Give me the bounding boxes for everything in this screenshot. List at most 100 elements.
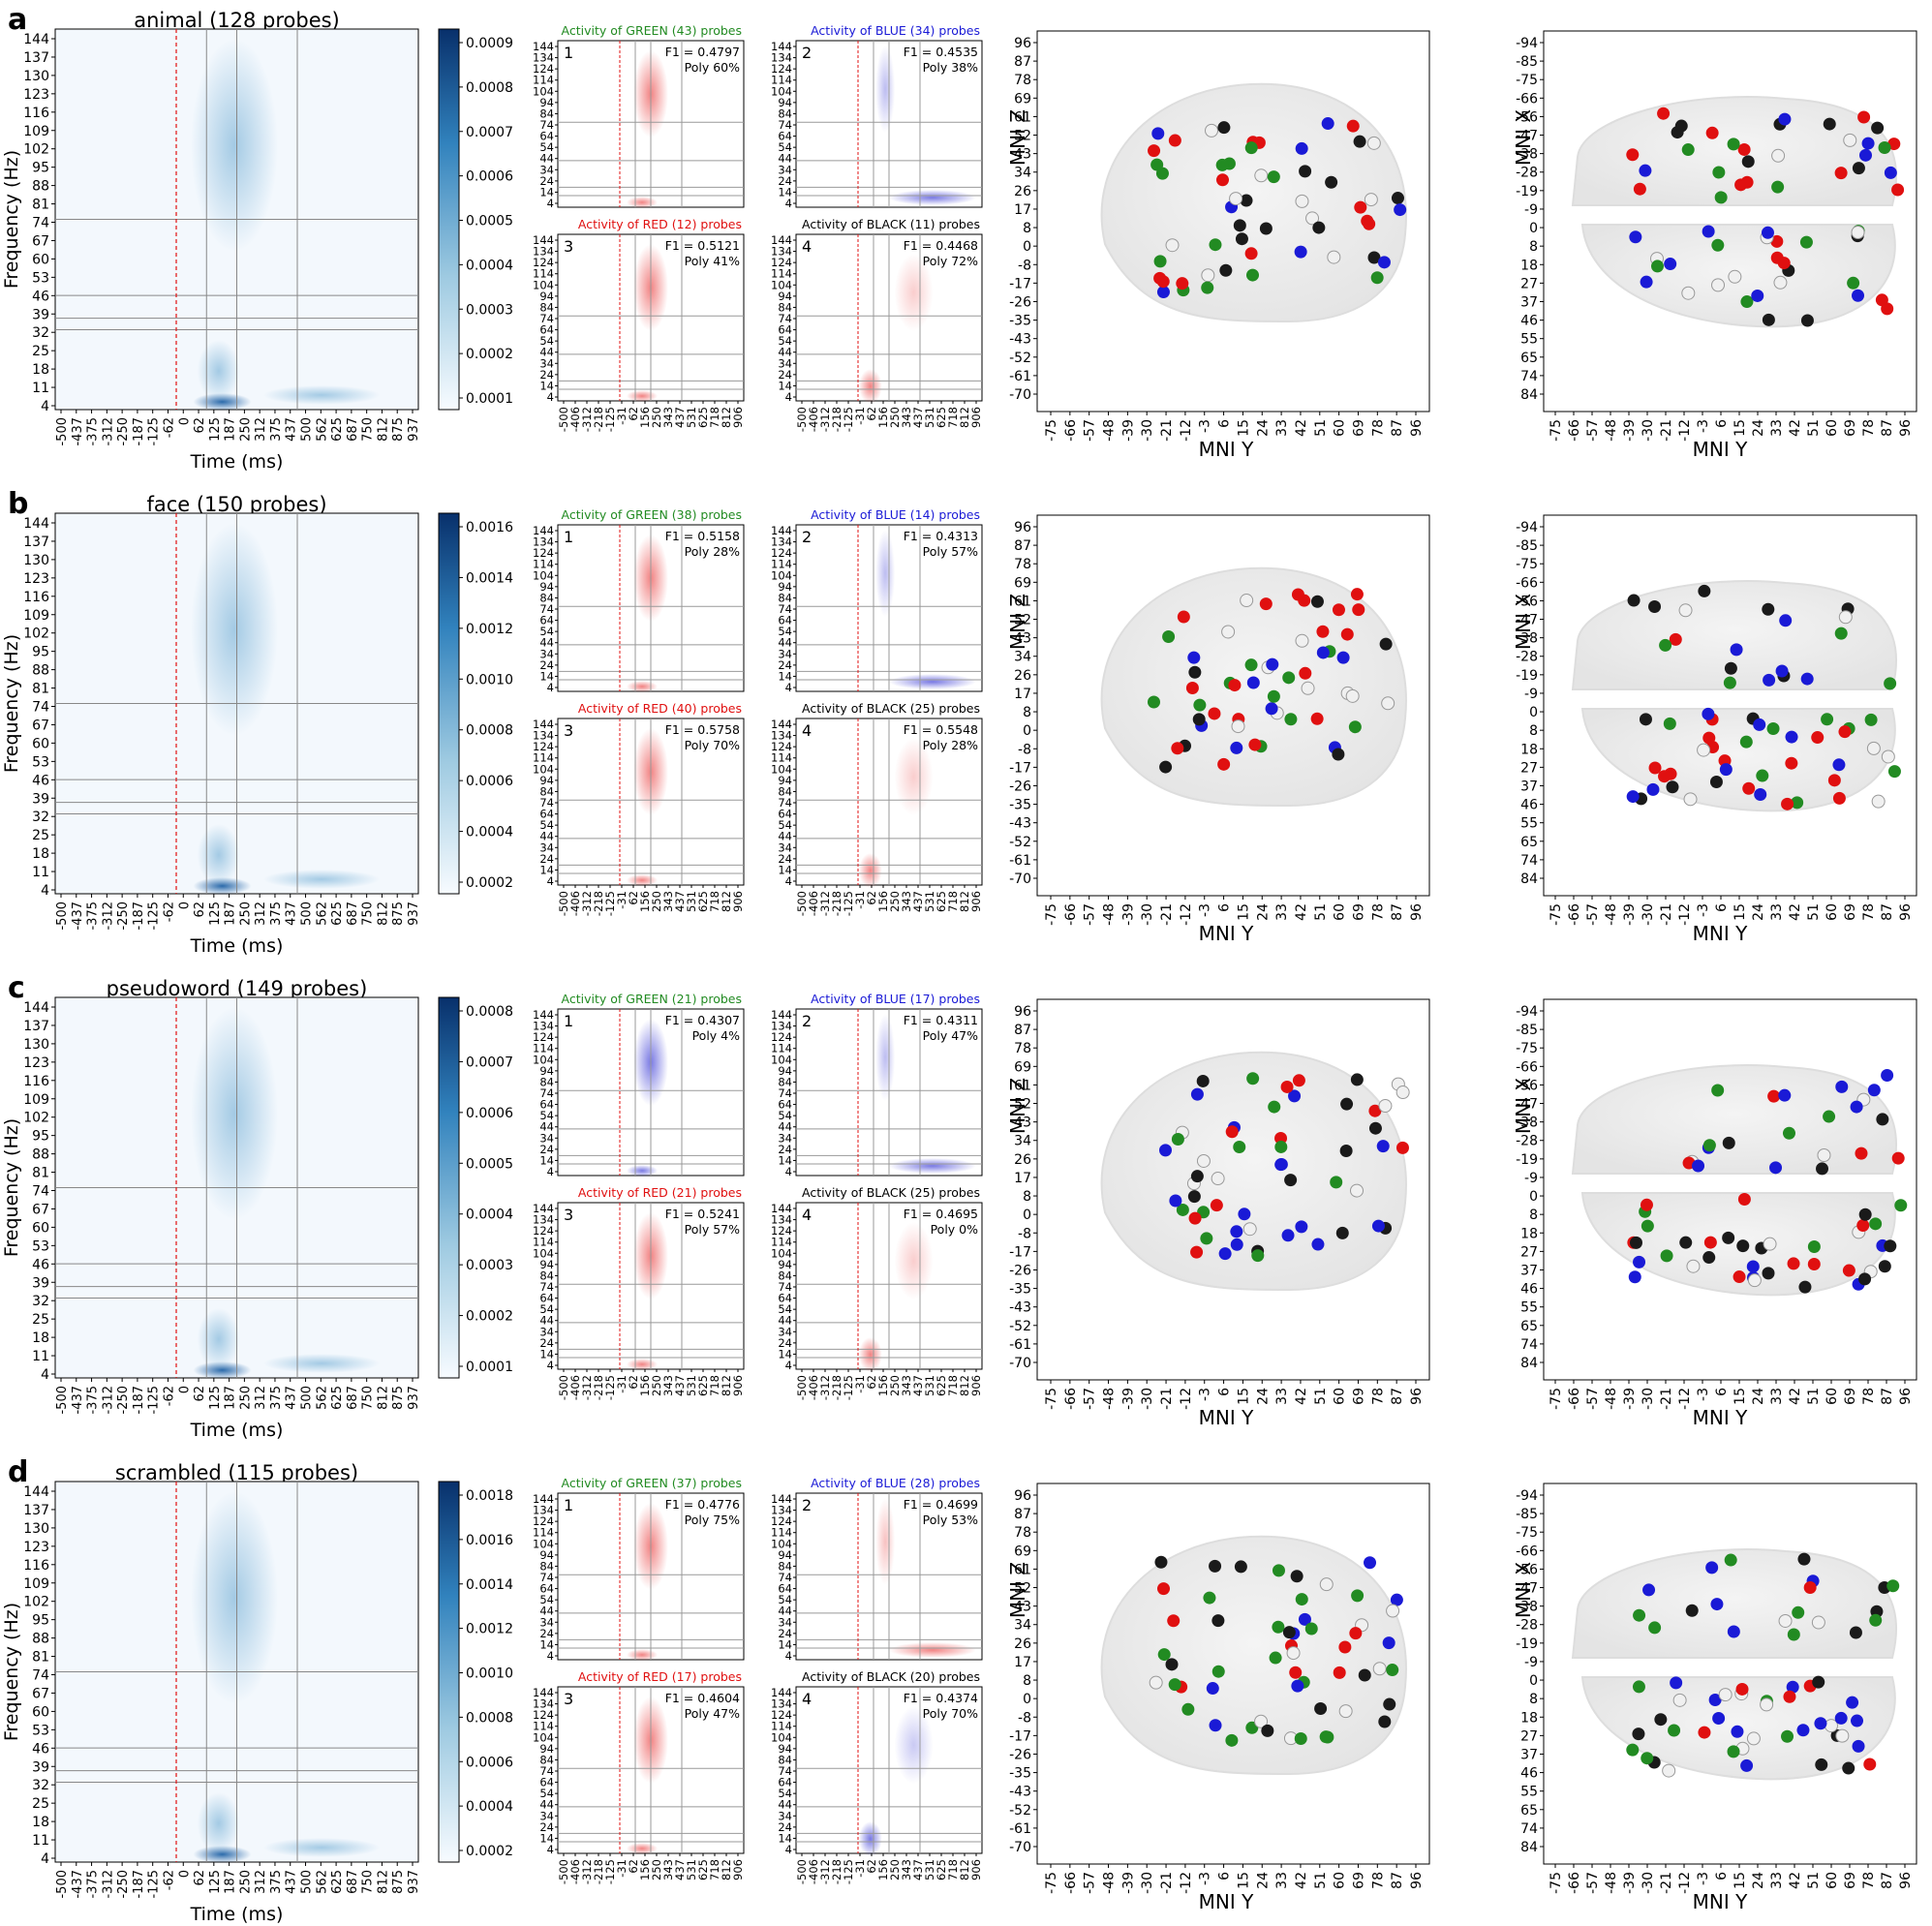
heatmap-activity <box>191 523 380 895</box>
y-tick-label: 67 <box>32 1202 49 1217</box>
probe-marker <box>1811 731 1825 745</box>
probe-marker <box>1702 225 1715 238</box>
probe-marker <box>1646 782 1660 796</box>
y-tick-label: 24 <box>778 174 792 188</box>
x-tick-label: 937 <box>407 902 421 926</box>
x-tick-label: 62 <box>865 407 878 421</box>
cluster-title: Activity of BLUE (34) probes <box>811 23 980 38</box>
y-tick-label: 94 <box>778 1258 792 1271</box>
x-tick-label: 87 <box>1390 903 1405 921</box>
probe-marker <box>1187 1190 1201 1204</box>
activity-blob <box>191 1491 278 1704</box>
probe-marker <box>1736 1239 1750 1253</box>
probe-marker <box>1169 1194 1182 1208</box>
y-tick-label: 4 <box>41 1851 49 1867</box>
x-tick-label: 531 <box>685 1859 698 1880</box>
probe-marker <box>1190 1245 1204 1259</box>
probe-marker <box>1858 148 1872 162</box>
x-tick-label: -30 <box>1641 419 1656 442</box>
cluster-f1: F1 = 0.5121 <box>665 238 740 253</box>
x-tick-label: 531 <box>923 891 936 912</box>
probe-marker <box>1254 1714 1269 1728</box>
probe-marker <box>1626 790 1640 804</box>
x-tick-label: 156 <box>638 407 652 428</box>
y-tick-label: 64 <box>539 130 554 143</box>
y-tick-label: 24 <box>539 852 554 866</box>
x-tick-label: 250 <box>650 407 663 428</box>
y-tick-label: 52 <box>1014 613 1031 628</box>
probe-marker <box>1299 165 1312 178</box>
y-tick-label: 0 <box>1529 1189 1538 1205</box>
probe-marker <box>1702 1251 1716 1265</box>
y-tick-label: 124 <box>771 62 792 76</box>
y-tick-label: 8 <box>1023 1189 1031 1205</box>
probe-marker <box>1629 1236 1642 1249</box>
y-tick-label: 32 <box>32 325 49 341</box>
x-tick-label: -437 <box>71 1386 85 1415</box>
probe-marker <box>1371 1219 1385 1233</box>
probe-marker <box>1633 1608 1646 1622</box>
probe-marker <box>1891 1151 1905 1165</box>
x-tick-label: -375 <box>86 1870 101 1899</box>
y-tick-label: 114 <box>771 267 792 281</box>
x-tick-label: 24 <box>1751 1388 1766 1405</box>
y-tick-label: 24 <box>539 1627 554 1640</box>
y-tick-label: -9 <box>1524 687 1538 702</box>
x-tick-label: -125 <box>603 1859 617 1884</box>
probe-marker <box>1240 594 1254 608</box>
probe-marker <box>1350 1073 1364 1086</box>
y-tick-label: 84 <box>1520 1840 1538 1855</box>
y-tick-label: 0 <box>1529 705 1538 720</box>
x-tick-label: 15 <box>1733 1388 1748 1405</box>
x-tick-label: -12 <box>1677 419 1693 442</box>
panel-b: b face (150 probes)1441371301231161091029… <box>1 487 1917 957</box>
y-tick-label: 34 <box>778 163 792 176</box>
probe-marker <box>1852 162 1865 175</box>
y-tick-label: 94 <box>539 96 554 109</box>
x-tick-label: 750 <box>361 902 376 926</box>
x-tick-label: 42 <box>1294 1872 1309 1889</box>
y-tick-label: 104 <box>771 1537 792 1550</box>
brain-outline <box>1100 1051 1407 1292</box>
y-tick-label: 34 <box>778 647 792 660</box>
probe-marker <box>1340 627 1354 641</box>
cluster-blob <box>858 1821 882 1856</box>
x-tick-label: -30 <box>1140 1388 1155 1410</box>
y-tick-label: 14 <box>778 1637 792 1651</box>
colorbar-tick-label: 0.0006 <box>466 774 513 789</box>
x-tick-label: 60 <box>1825 903 1840 921</box>
x-tick-label: -30 <box>1140 419 1155 442</box>
colorbar-tick-label: 0.0014 <box>466 570 513 586</box>
x-tick-label: 812 <box>958 891 971 912</box>
y-tick-label: 14 <box>778 669 792 683</box>
probe-marker <box>1642 1583 1656 1597</box>
colorbar-tick-label: 0.0016 <box>466 1533 513 1548</box>
y-tick-label: 81 <box>32 1650 49 1666</box>
y-tick-label: 87 <box>1014 54 1031 70</box>
x-tick-label: -125 <box>842 407 855 432</box>
y-tick-label: 46 <box>32 773 49 788</box>
x-tick-label: -250 <box>116 417 131 446</box>
probe-marker <box>1364 1556 1377 1570</box>
y-tick-label: -52 <box>1009 351 1031 366</box>
y-tick-label: 60 <box>32 1220 49 1236</box>
probe-marker <box>1196 1153 1211 1168</box>
x-tick-label: 156 <box>638 891 652 912</box>
cluster-title: Activity of BLACK (11) probes <box>802 217 980 231</box>
probe-marker <box>1165 1658 1179 1671</box>
probe-marker <box>1390 1593 1403 1606</box>
x-tick-label: 156 <box>638 1375 652 1396</box>
y-tick-label: 95 <box>32 1613 49 1629</box>
x-tick-label: -500 <box>557 1859 570 1884</box>
x-tick-label: 156 <box>638 1859 652 1880</box>
y-tick-label: -26 <box>1009 779 1031 794</box>
probe-marker <box>1712 166 1726 179</box>
x-tick-label: -66 <box>1567 419 1582 442</box>
y-axis-label: MNI Z <box>1006 1078 1029 1134</box>
probe-marker <box>1295 194 1309 208</box>
y-tick-label: 4 <box>547 1649 554 1663</box>
probe-marker <box>1151 127 1165 140</box>
y-tick-label: 123 <box>23 1055 49 1071</box>
probe-marker <box>1702 731 1716 745</box>
y-tick-label: 134 <box>533 245 554 259</box>
